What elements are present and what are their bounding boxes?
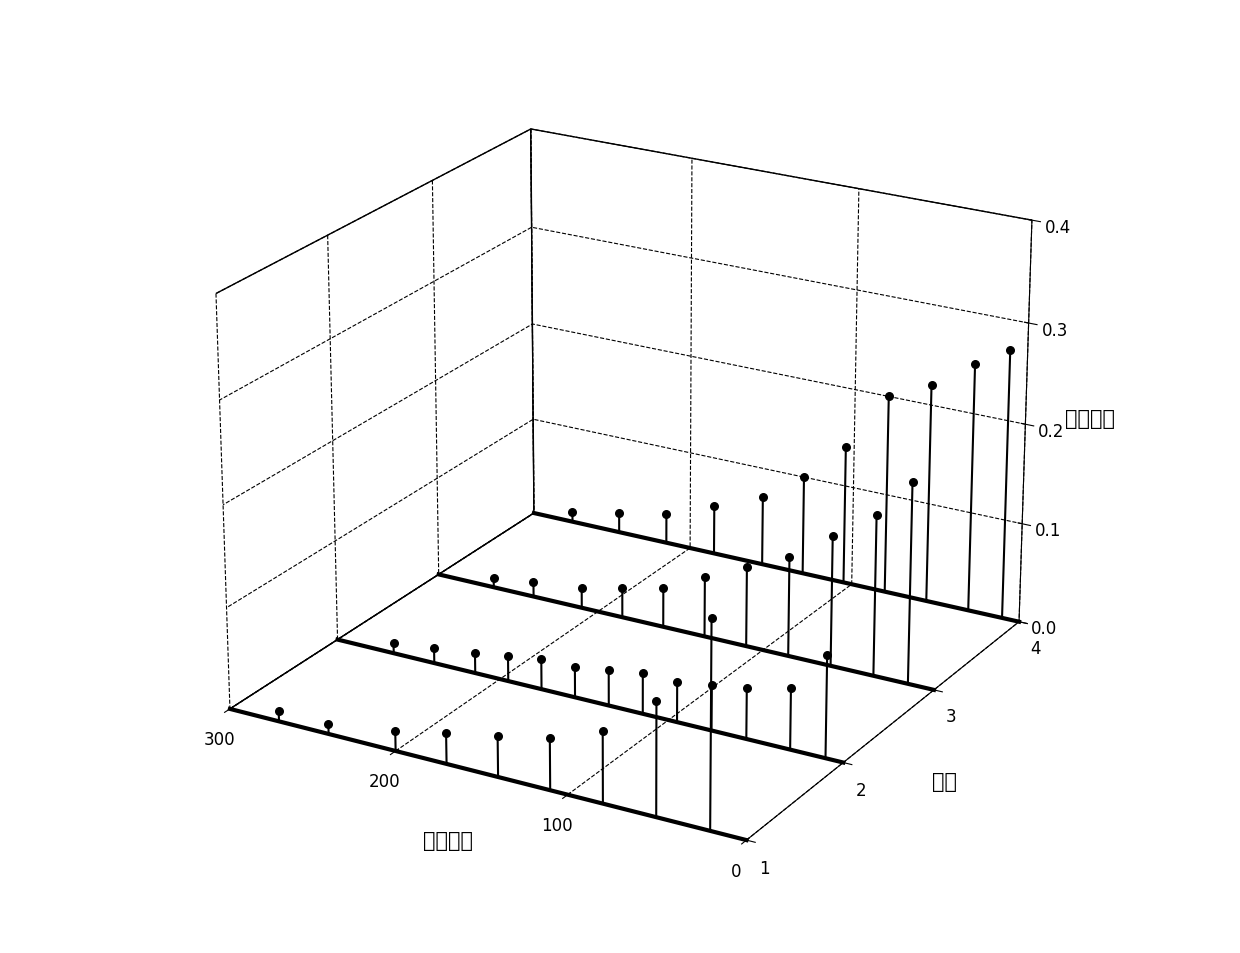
- Y-axis label: 信道: 信道: [931, 772, 956, 792]
- X-axis label: 相关时延: 相关时延: [423, 830, 472, 850]
